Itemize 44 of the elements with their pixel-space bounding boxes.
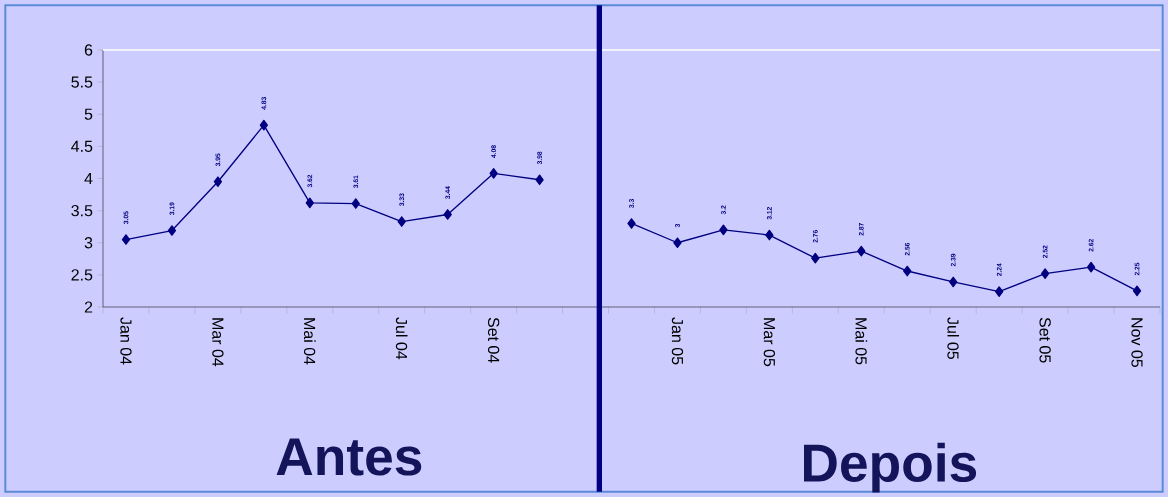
x-tick-label: Mai 04 (303, 318, 316, 365)
point (351, 198, 360, 209)
y-tick-label: 4.5 (71, 140, 93, 152)
point (1132, 285, 1142, 297)
point (305, 197, 314, 209)
x-tick-label: Set 04 (487, 317, 500, 363)
point (903, 265, 912, 277)
y-tick-label: 3.5 (71, 204, 93, 217)
x-tick-label: Mar 04 (212, 318, 224, 367)
x-tick-label: Jul 05 (947, 317, 960, 360)
point (811, 252, 820, 264)
point (121, 234, 131, 245)
point (167, 225, 177, 236)
point (213, 176, 223, 188)
y-tick-label: 2.5 (71, 269, 93, 281)
point (1040, 268, 1050, 279)
x-tick-label: Set 05 (1039, 317, 1051, 363)
text: Antes (276, 438, 422, 476)
y-tick-label: 4 (84, 173, 93, 184)
y-tick-label: 2 (84, 301, 93, 313)
x-tick-label: Jan 05 (671, 317, 684, 365)
point (535, 174, 544, 186)
point (949, 276, 958, 288)
x-tick-label: Jan 04 (120, 317, 132, 365)
point (1086, 261, 1096, 273)
point (489, 168, 498, 179)
point (765, 229, 774, 241)
y-tick-label: 5 (84, 108, 93, 120)
y-tick-label: 6 (84, 44, 93, 56)
text: Depois (804, 442, 977, 493)
x-tick-label: Nov 05 (1131, 318, 1143, 368)
point (627, 218, 636, 229)
x-tick-label: Jul 04 (395, 317, 408, 360)
point (994, 286, 1004, 297)
y-tick-label: 3 (84, 237, 93, 249)
y-tick-label: 5.5 (71, 76, 93, 88)
x-tick-label: Mai 05 (855, 318, 868, 365)
x-tick-label: Mar 05 (763, 318, 776, 367)
point (857, 245, 866, 257)
point (443, 209, 452, 220)
point (259, 119, 269, 131)
point (673, 237, 682, 249)
point (397, 216, 406, 227)
point (719, 224, 728, 236)
